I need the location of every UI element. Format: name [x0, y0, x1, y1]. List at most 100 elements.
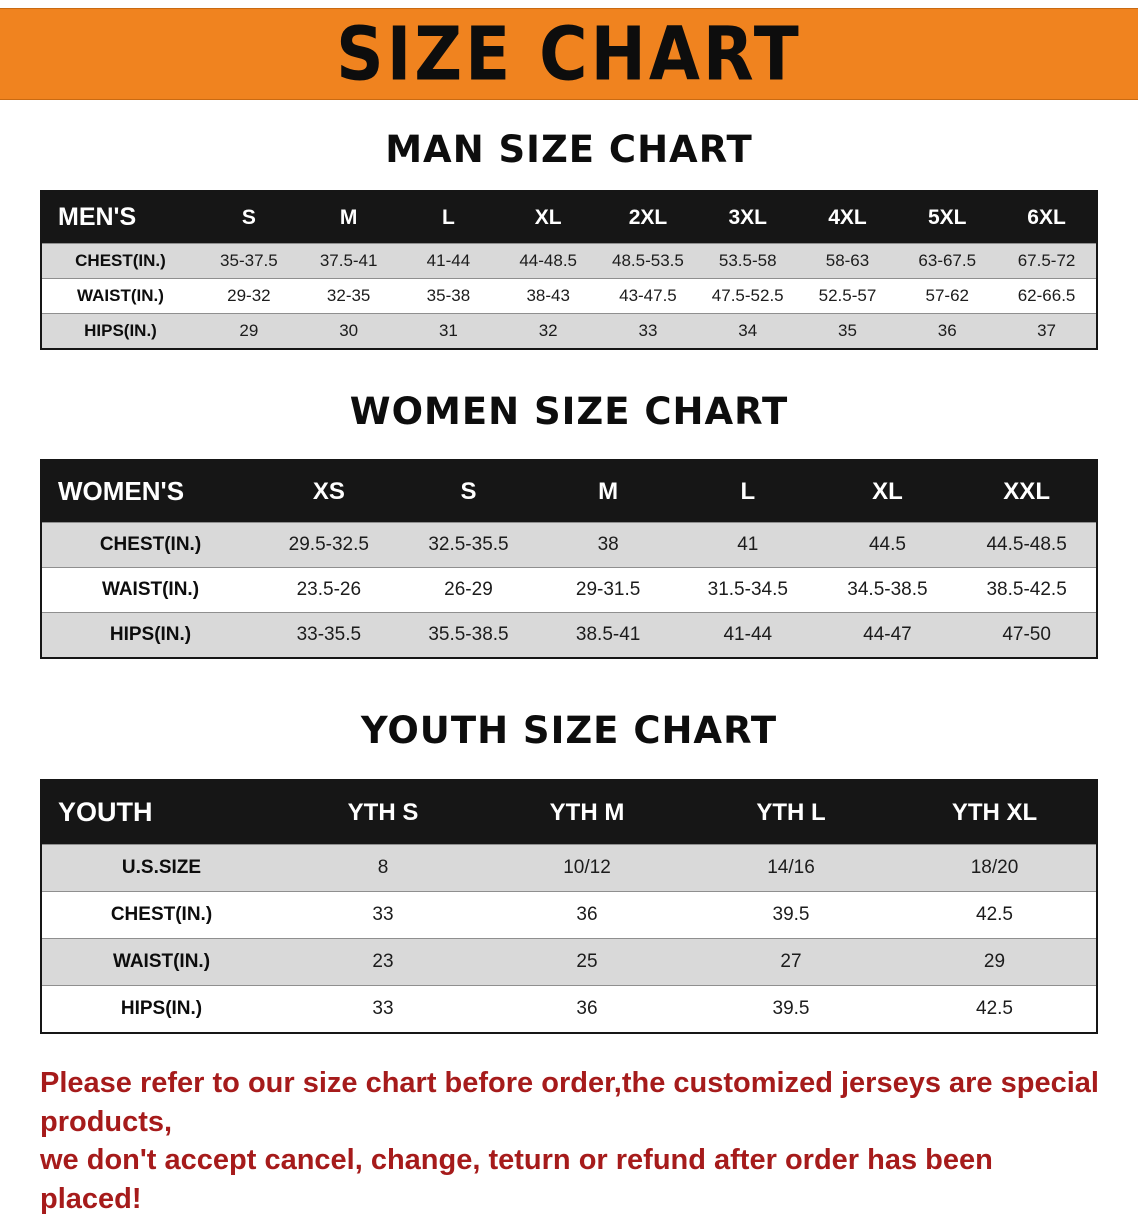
row-label: WAIST(IN.): [77, 286, 164, 305]
table-row: HIPS(IN.) 33-35.5 35.5-38.5 38.5-41 41-44 44-…: [41, 612, 1097, 658]
table-cell: 33: [372, 904, 394, 925]
table-row: CHEST(IN.) 33 36 39.5 42.5: [41, 891, 1097, 939]
men-size-section: MAN SIZE CHART MEN'S S M L XL 2XL 3XL 4XL 5XL 6XL…: [0, 128, 1138, 350]
size-column-header: XS: [259, 460, 399, 523]
table-cell: 31: [438, 321, 458, 340]
women-section-heading: WOMEN SIZE CHART: [349, 390, 789, 433]
row-label: HIPS(IN.): [84, 321, 157, 340]
table-cell: 47.5-52.5: [711, 286, 784, 305]
table-cell: 41: [737, 534, 759, 555]
table-corner-label: MEN'S: [41, 191, 199, 244]
table-row: HIPS(IN.) 29 30 31 32 33 34 35 36 37: [41, 313, 1097, 349]
table-cell: 44-47: [863, 624, 912, 645]
size-column-header: L: [677, 460, 818, 523]
size-column-header: XXL: [957, 460, 1097, 523]
size-column-header: 3XL: [697, 191, 798, 244]
table-row: WAIST(IN.) 23.5-26 26-29 29-31.5 31.5-34.5 34…: [41, 567, 1097, 613]
size-column-header: 4XL: [797, 191, 898, 244]
table-cell: 42.5: [976, 998, 1013, 1019]
table-cell: 53.5-58: [718, 251, 777, 270]
table-cell: 29-32: [227, 286, 271, 305]
youth-size-section: YOUTH SIZE CHART YOUTH YTH S YTH M YTH L YTH…: [0, 709, 1138, 1034]
table-cell: 36: [576, 998, 598, 1019]
size-column-header: XL: [498, 191, 599, 244]
table-cell: 39.5: [772, 904, 810, 925]
table-cell: 48.5-53.5: [612, 251, 684, 270]
table-cell: 62-66.5: [1017, 286, 1076, 305]
table-cell: 35.5-38.5: [428, 624, 509, 645]
table-cell: 33: [372, 998, 394, 1019]
table-header-row: WOMEN'S XS S M L XL XXL: [41, 460, 1097, 523]
size-column-header: YTH L: [689, 780, 893, 845]
table-cell: 39.5: [772, 998, 810, 1019]
size-column-header: S: [199, 191, 299, 244]
table-cell: 44.5-48.5: [986, 534, 1067, 555]
size-column-header: YTH XL: [893, 780, 1097, 845]
table-cell: 32-35: [326, 286, 371, 305]
table-row: CHEST(IN.) 35-37.5 37.5-41 41-44 44-48.5 48.5…: [41, 243, 1097, 279]
size-column-header: 6XL: [997, 191, 1097, 244]
table-cell: 32.5-35.5: [428, 534, 509, 555]
youth-size-table: YOUTH YTH S YTH M YTH L YTH XL U.S.SIZE 8 10/12…: [40, 779, 1098, 1034]
disclaimer-text: Please refer to our size chart before or…: [40, 1064, 1100, 1218]
table-cell: 38: [597, 534, 619, 555]
size-column-header: 2XL: [598, 191, 698, 244]
table-cell: 34: [738, 321, 758, 340]
table-cell: 36: [937, 321, 957, 340]
table-cell: 32: [538, 321, 558, 340]
table-cell: 14/16: [767, 857, 815, 878]
table-cell: 29: [983, 951, 1006, 972]
disclaimer-line-1: Please refer to our size chart before or…: [40, 1067, 1099, 1138]
table-cell: 35-38: [426, 286, 471, 305]
table-header-row: YOUTH YTH S YTH M YTH L YTH XL: [41, 780, 1097, 845]
table-cell: 58-63: [825, 251, 870, 270]
row-label: WAIST(IN.): [101, 579, 200, 600]
table-cell: 47-50: [1002, 624, 1051, 645]
row-label: WAIST(IN.): [112, 951, 211, 972]
row-label: HIPS(IN.): [109, 624, 192, 645]
table-row: WAIST(IN.) 23 25 27 29: [41, 938, 1097, 986]
size-column-header: L: [398, 191, 499, 244]
row-label: CHEST(IN.): [99, 534, 202, 555]
table-header-row: MEN'S S M L XL 2XL 3XL 4XL 5XL 6XL: [41, 191, 1097, 244]
table-cell: 26-29: [444, 579, 493, 600]
table-cell: 37.5-41: [319, 251, 378, 270]
table-cell: 25: [576, 951, 598, 972]
table-cell: 42.5: [976, 904, 1013, 925]
women-size-section: WOMEN SIZE CHART WOMEN'S XS S M L XL XXL CHEST(…: [0, 390, 1138, 659]
table-cell: 34.5-38.5: [847, 579, 928, 600]
table-cell: 41-44: [723, 624, 773, 645]
size-column-header: XL: [817, 460, 958, 523]
table-cell: 52.5-57: [818, 286, 877, 305]
row-label: CHEST(IN.): [110, 904, 213, 925]
table-cell: 8: [377, 857, 389, 878]
table-row: CHEST(IN.) 29.5-32.5 32.5-35.5 38 41 44.5 44.5…: [41, 522, 1097, 568]
table-cell: 27: [780, 951, 802, 972]
size-column-header: YTH M: [485, 780, 689, 845]
women-size-table: WOMEN'S XS S M L XL XXL CHEST(IN.) 29.5-32.5 32.5…: [40, 459, 1098, 659]
table-cell: 44-48.5: [519, 251, 578, 270]
size-column-header: S: [398, 460, 539, 523]
table-cell: 23.5-26: [296, 579, 362, 600]
table-cell: 57-62: [925, 286, 969, 305]
table-cell: 35-37.5: [220, 251, 278, 270]
table-cell: 29: [239, 321, 259, 340]
table-cell: 43-47.5: [619, 286, 677, 305]
row-label: U.S.SIZE: [121, 857, 202, 878]
table-cell: 33: [638, 321, 658, 340]
table-cell: 23: [372, 951, 394, 972]
table-cell: 10/12: [563, 857, 611, 878]
disclaimer-line-2: we don't accept cancel, change, teturn o…: [40, 1144, 993, 1215]
row-label: CHEST(IN.): [75, 251, 166, 270]
row-label: HIPS(IN.): [120, 998, 203, 1019]
table-cell: 30: [339, 321, 359, 340]
table-cell: 36: [576, 904, 598, 925]
size-column-header: YTH S: [281, 780, 485, 845]
men-size-table: MEN'S S M L XL 2XL 3XL 4XL 5XL 6XL CHEST(IN.) 35-37…: [40, 190, 1098, 350]
table-cell: 67.5-72: [1017, 251, 1076, 270]
table-cell: 38.5-42.5: [986, 579, 1067, 600]
table-cell: 29-31.5: [575, 579, 641, 600]
table-cell: 38-43: [526, 286, 570, 305]
table-row: WAIST(IN.) 29-32 32-35 35-38 38-43 43-47.5 47.…: [41, 278, 1097, 314]
table-cell: 18/20: [970, 857, 1019, 878]
